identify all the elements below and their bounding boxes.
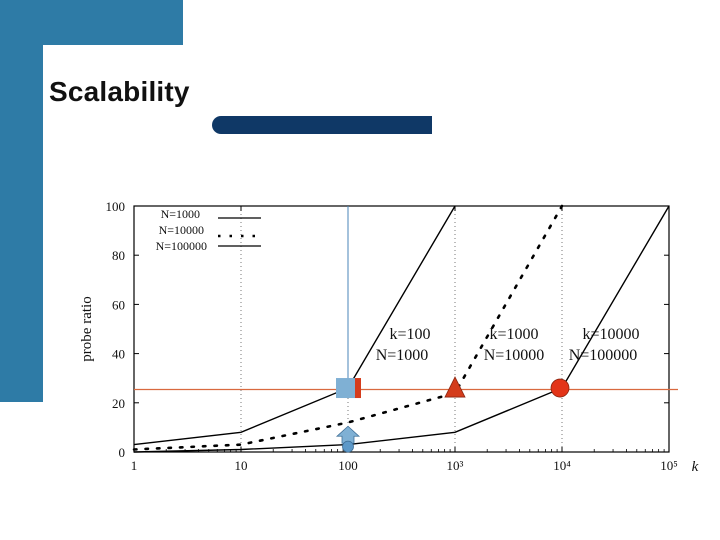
- annotation-3-line1: k=10000: [582, 326, 639, 343]
- legend-label-n100000: N=100000: [156, 239, 207, 253]
- annotation-3-line2: N=100000: [569, 347, 638, 364]
- x-tick-label-1: 10: [235, 458, 248, 473]
- x-tick-label-2: 100: [338, 458, 358, 473]
- legend-label-n10000: N=10000: [159, 223, 204, 237]
- axis-ticks: 1 10 100 10³ 10⁴ 10⁵ 0 20 40 60 80 100: [106, 199, 678, 473]
- title-panel: [43, 45, 720, 125]
- y-tick-label-4: 80: [112, 248, 125, 263]
- legend: N=1000 N=10000 N=100000: [156, 207, 261, 253]
- y-tick-label-2: 40: [112, 347, 125, 362]
- annotation-1-line1: k=100: [389, 326, 430, 343]
- plot-frame: [133, 205, 670, 453]
- y-tick-label-1: 20: [112, 396, 125, 411]
- y-axis-label: probe ratio: [79, 296, 95, 361]
- series-group: [132, 204, 670, 453]
- markers-group: [335, 376, 570, 453]
- marker-dot-blue: [342, 440, 354, 453]
- x-tick-label-4: 10⁴: [553, 458, 571, 473]
- x-tick-label-0: 1: [131, 458, 138, 473]
- x-axis-label: k: [692, 459, 699, 475]
- series-line-n-1000: [133, 205, 456, 446]
- annotations: k=100 N=1000 k=1000 N=10000 k=10000 N=10…: [376, 326, 640, 364]
- slide-title: Scalability: [49, 76, 190, 107]
- y-tick-label-0: 0: [119, 445, 126, 460]
- x-tick-label-3: 10³: [447, 458, 464, 473]
- title-underline-bar: [212, 116, 432, 134]
- y-tick-label-3: 60: [112, 297, 125, 312]
- annotation-2-line2: N=10000: [484, 347, 545, 364]
- marker-square-blue: [336, 378, 355, 399]
- marker-circle-red: [550, 378, 570, 398]
- marker-square-red: [355, 378, 361, 399]
- series-line-n-10000: [132, 204, 564, 451]
- annotation-2-line1: k=1000: [489, 326, 538, 343]
- annotation-1-line2: N=1000: [376, 347, 429, 364]
- marker-triangle-red: [444, 376, 466, 398]
- frame-side-bar: [0, 0, 43, 402]
- y-tick-label-5: 100: [106, 199, 126, 214]
- series-line-n-100000: [133, 205, 670, 453]
- x-tick-label-5: 10⁵: [660, 458, 678, 473]
- legend-label-n1000: N=1000: [161, 207, 200, 221]
